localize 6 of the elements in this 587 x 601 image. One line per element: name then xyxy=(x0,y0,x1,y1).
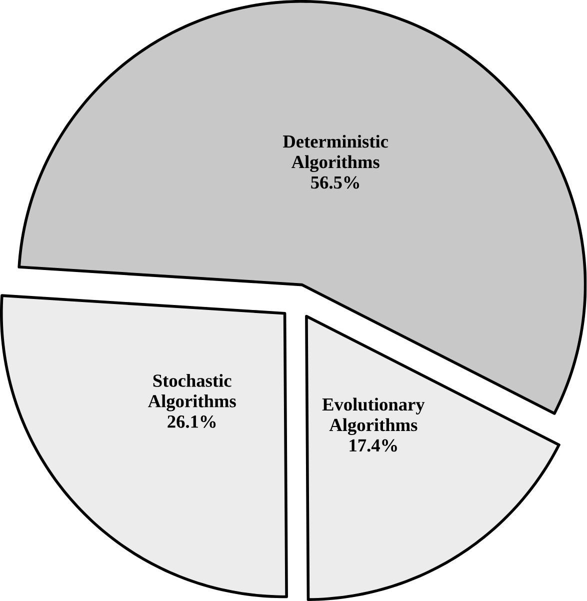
slice-label: Evolutionary Algorithms xyxy=(322,398,425,435)
data-label: 17.4% xyxy=(350,439,398,452)
data-label: 56.5% xyxy=(311,176,360,189)
slice-label: Stochastic Algorithms xyxy=(148,374,236,412)
slice-label: Deterministic Algorithms xyxy=(283,134,388,172)
data-label: 26.1% xyxy=(168,415,216,428)
